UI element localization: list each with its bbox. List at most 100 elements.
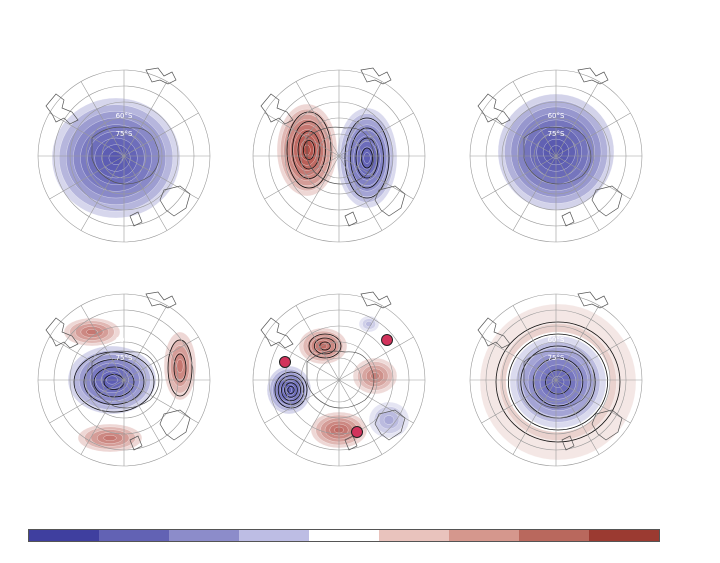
polar-map-2	[252, 67, 426, 243]
anomaly-negative	[266, 365, 312, 415]
meridian	[49, 112, 199, 200]
contour-line	[281, 378, 302, 402]
coastline-australia	[159, 409, 191, 441]
latitude-label: 60°S	[548, 336, 565, 344]
coastline-antarctica	[91, 350, 160, 409]
coastline-australia	[159, 185, 191, 217]
coastline-island	[561, 435, 575, 451]
coastline-africa	[577, 67, 609, 85]
contour-line	[545, 369, 571, 395]
colorbar-segment	[589, 530, 659, 541]
colorbar-segment	[519, 530, 589, 541]
polar-map-1: 60°S 75°S	[37, 67, 211, 243]
contours-negative	[274, 371, 308, 409]
contour-line	[277, 375, 305, 405]
coastline-antarctica	[306, 350, 375, 409]
anomaly-positive	[298, 327, 348, 365]
coastline	[260, 67, 406, 227]
latitude-label: 75°S	[116, 130, 133, 138]
coastline-south-america	[477, 93, 511, 125]
contour-fill	[77, 423, 143, 453]
contour-fill	[370, 372, 380, 380]
coastline-south-america	[45, 93, 79, 125]
colorbar	[28, 529, 660, 542]
station-marker	[381, 334, 393, 346]
contour-line	[495, 321, 621, 443]
coastline-antarctica	[91, 126, 160, 185]
contour-fill	[65, 111, 167, 205]
coastline	[45, 291, 191, 451]
map-panel-5	[249, 290, 429, 470]
contour-fill	[551, 376, 565, 388]
contour-fill	[368, 401, 410, 439]
contour-fill	[358, 315, 380, 333]
coastline-africa	[145, 67, 177, 85]
anomaly-negative	[509, 335, 607, 429]
contour-line	[344, 117, 390, 199]
station-marker	[351, 426, 363, 438]
graticule	[469, 293, 643, 467]
contour-fill	[51, 97, 181, 219]
coastline-island	[129, 435, 143, 451]
coastline-africa	[145, 291, 177, 309]
map-panel-3: 60°S 75°S	[466, 66, 646, 246]
coastline-australia	[591, 185, 623, 217]
latitude-label: 75°S	[548, 130, 565, 138]
polar-map-6: 60°S 75°S	[469, 291, 643, 467]
coastline-australia	[591, 409, 623, 441]
meridian	[264, 336, 414, 424]
coastline-island	[561, 211, 575, 227]
coastline-africa	[577, 291, 609, 309]
meridian	[49, 336, 199, 424]
colorbar-segment	[99, 530, 169, 541]
contour-line	[167, 339, 193, 397]
coastline-south-america	[260, 93, 294, 125]
colorbar-segment	[239, 530, 309, 541]
coastline	[477, 67, 623, 227]
graticule	[252, 293, 426, 467]
contour-line	[350, 127, 384, 189]
coastline-africa	[360, 291, 392, 309]
contour-fill	[103, 434, 117, 442]
latitude-label: 60°S	[116, 112, 133, 120]
graticule	[252, 69, 426, 243]
latitude-label: 60°S	[548, 112, 565, 120]
anomaly-negative	[336, 107, 398, 209]
latitude-label: 75°S	[116, 354, 133, 362]
contour-line	[308, 333, 342, 359]
anomaly-positive	[352, 357, 398, 395]
map-panel-4: 60°S 75°S	[34, 290, 214, 470]
colorbar-segment	[379, 530, 449, 541]
anomaly-negative	[368, 401, 410, 439]
contour-fill	[63, 317, 121, 347]
contour-line	[173, 353, 187, 383]
contour-fill	[176, 358, 184, 374]
coastline-island	[344, 211, 358, 227]
latitude-label: 60°S	[116, 336, 133, 344]
coastline-antarctica	[523, 126, 592, 185]
contour-fill	[527, 353, 589, 411]
coastline-africa	[360, 67, 392, 85]
graticule	[37, 293, 211, 467]
contour-line	[286, 111, 332, 189]
anomaly-positive	[77, 423, 143, 453]
coastline-australia	[374, 409, 406, 441]
latitude-label: 75°S	[548, 354, 565, 362]
contour-fill	[69, 320, 115, 344]
polar-map-5	[252, 291, 426, 467]
contours-negative	[344, 117, 390, 199]
contours-positive	[167, 339, 193, 397]
contour-fill	[286, 386, 292, 394]
graticule	[469, 69, 643, 243]
coastline-antarctica	[523, 350, 592, 409]
coastline-island	[129, 211, 143, 227]
contour-fill	[58, 104, 174, 212]
meridian	[481, 336, 631, 424]
coastline-island	[344, 435, 358, 451]
polar-map-4: 60°S 75°S	[37, 291, 211, 467]
contour-fill	[383, 415, 395, 425]
meridian	[264, 112, 414, 200]
polar-map-3: 60°S 75°S	[469, 67, 643, 243]
contour-fill	[173, 352, 187, 380]
contour-line	[303, 140, 315, 160]
